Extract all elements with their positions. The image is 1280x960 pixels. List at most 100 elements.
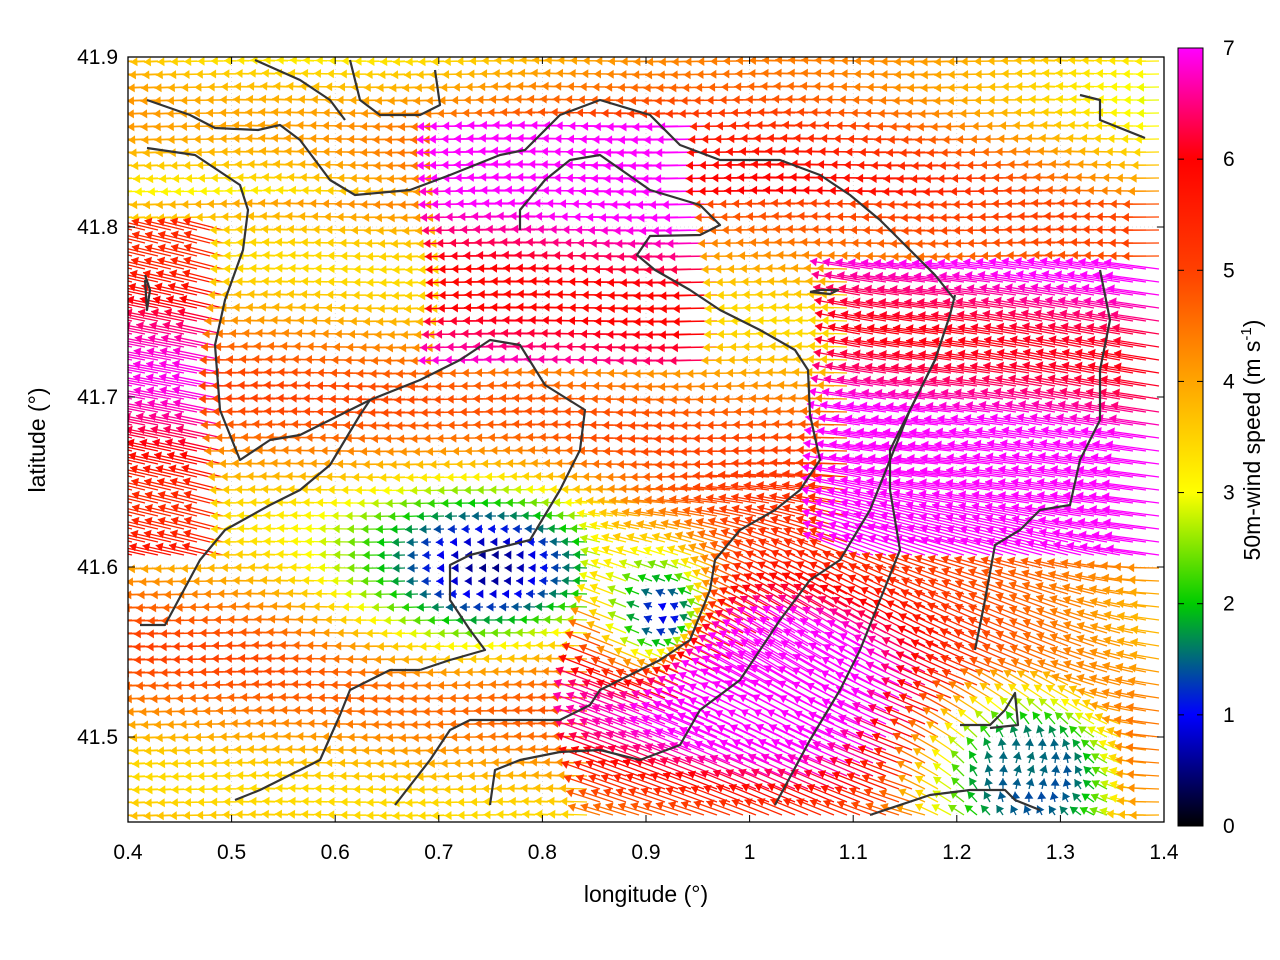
wind-arrow bbox=[1005, 710, 1017, 725]
y-tick-label: 41.8 bbox=[77, 216, 118, 239]
wind-arrow bbox=[128, 537, 146, 543]
wind-arrow bbox=[490, 537, 498, 547]
colorbar-tick-label: 2 bbox=[1223, 593, 1235, 616]
wind-arrow bbox=[479, 563, 487, 573]
wind-arrow bbox=[1063, 673, 1095, 686]
wind-arrow bbox=[421, 576, 432, 586]
wind-arrow bbox=[402, 511, 419, 521]
wind-arrow bbox=[128, 475, 133, 478]
wind-arrow bbox=[128, 606, 133, 608]
colorbar-title-close: ) bbox=[1239, 320, 1265, 328]
wind-arrow bbox=[979, 723, 991, 738]
wind-arrow bbox=[1024, 791, 1034, 803]
wind-arrow bbox=[1050, 738, 1059, 751]
wind-arrow bbox=[512, 524, 523, 534]
wind-arrow bbox=[527, 576, 536, 586]
wind-arrow bbox=[473, 602, 484, 612]
wind-arrow bbox=[451, 550, 459, 560]
wind-arrow bbox=[128, 86, 133, 88]
wind-arrow bbox=[482, 615, 497, 625]
wind-arrow bbox=[951, 763, 965, 777]
wind-arrow bbox=[1125, 729, 1160, 739]
wind-arrow bbox=[980, 804, 991, 816]
wind-arrow bbox=[564, 498, 588, 508]
wind-arrow bbox=[388, 511, 406, 521]
wind-arrow bbox=[374, 589, 393, 599]
wind-arrow bbox=[1026, 764, 1035, 777]
wind-arrow bbox=[437, 563, 445, 573]
wind-arrow bbox=[1037, 791, 1047, 803]
wind-arrow bbox=[435, 537, 445, 547]
wind-arrow bbox=[1059, 725, 1069, 738]
colorbar-title: 50m-wind speed (m s-1) bbox=[1238, 320, 1265, 561]
wind-arrow bbox=[1076, 647, 1108, 660]
wind-arrow bbox=[128, 345, 133, 348]
wind-arrow bbox=[1136, 108, 1160, 118]
wind-arrow bbox=[1063, 659, 1095, 673]
wind-arrow bbox=[436, 576, 445, 586]
x-tick-label: 1.2 bbox=[942, 841, 971, 864]
wind-arrow bbox=[128, 446, 146, 452]
wind-arrow bbox=[441, 615, 458, 625]
wind-arrow bbox=[1072, 738, 1082, 751]
wind-arrow bbox=[655, 588, 666, 597]
x-tick-label: 0.7 bbox=[424, 841, 453, 864]
wind-arrow bbox=[1010, 804, 1019, 816]
wind-arrow bbox=[430, 511, 445, 521]
wind-arrow bbox=[561, 809, 588, 819]
wind-arrow bbox=[390, 524, 406, 534]
wind-arrow bbox=[562, 563, 575, 573]
wind-arrow bbox=[427, 615, 445, 625]
wind-arrow bbox=[966, 736, 978, 751]
wind-arrow bbox=[433, 524, 445, 534]
wind-arrow bbox=[407, 550, 419, 560]
wind-arrow bbox=[1032, 711, 1043, 725]
wind-arrow bbox=[1126, 769, 1160, 779]
wind-arrow bbox=[643, 602, 653, 611]
wind-arrow bbox=[128, 593, 133, 595]
wind-arrow bbox=[1025, 738, 1034, 751]
wind-arrow bbox=[643, 615, 653, 624]
wind-arrow bbox=[128, 423, 133, 426]
wind-arrow bbox=[1128, 575, 1160, 585]
wind-arrow bbox=[1076, 608, 1108, 621]
wind-arrow bbox=[1062, 778, 1072, 790]
x-tick-label: 1.3 bbox=[1046, 841, 1075, 864]
wind-arrow bbox=[461, 524, 471, 534]
wind-arrow bbox=[548, 589, 562, 599]
wind-arrow bbox=[128, 290, 146, 296]
wind-arrow bbox=[128, 472, 146, 478]
wind-arrow bbox=[1050, 778, 1060, 790]
wind-arrow bbox=[791, 594, 835, 621]
wind-arrow bbox=[983, 791, 992, 803]
wind-arrow bbox=[837, 645, 887, 673]
wind-arrow bbox=[624, 625, 640, 634]
wind-arrow bbox=[804, 595, 848, 621]
wind-arrow bbox=[1062, 738, 1071, 751]
wind-arrow bbox=[1038, 778, 1048, 790]
wind-arrow bbox=[1131, 160, 1160, 170]
wind-arrow bbox=[450, 576, 458, 586]
wind-arrow bbox=[820, 302, 848, 312]
wind-arrow bbox=[516, 550, 524, 560]
wind-arrow bbox=[566, 615, 588, 625]
wind-arrow bbox=[516, 576, 524, 586]
wind-arrow bbox=[422, 563, 432, 573]
wind-arrow bbox=[1016, 670, 1043, 686]
wind-arrow bbox=[878, 789, 913, 803]
wind-arrow bbox=[667, 588, 679, 597]
wind-arrow bbox=[998, 764, 1008, 777]
wind-arrow bbox=[1062, 792, 1071, 803]
wind-arrow bbox=[436, 550, 445, 560]
wind-arrow bbox=[128, 436, 133, 439]
wind-arrow bbox=[128, 125, 133, 127]
wind-arrow bbox=[1126, 756, 1160, 766]
wind-arrow bbox=[128, 485, 146, 491]
wind-arrow bbox=[968, 777, 978, 790]
wind-arrow bbox=[467, 498, 484, 508]
wind-arrow bbox=[502, 589, 510, 599]
wind-arrow bbox=[128, 358, 133, 361]
wind-arrow bbox=[623, 520, 653, 530]
wind-arrow bbox=[1025, 778, 1035, 790]
